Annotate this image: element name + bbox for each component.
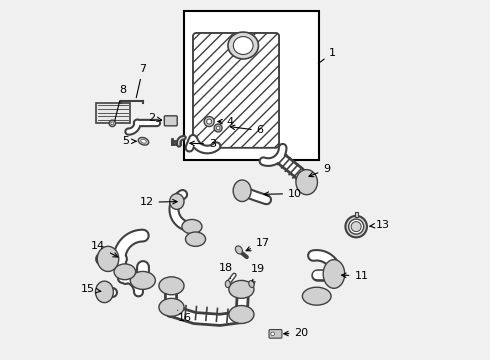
Ellipse shape (159, 298, 184, 316)
Text: 5: 5 (122, 136, 136, 146)
Text: 7: 7 (136, 64, 147, 98)
Ellipse shape (271, 332, 274, 336)
Ellipse shape (249, 280, 254, 288)
Ellipse shape (349, 219, 364, 234)
Text: 9: 9 (309, 164, 330, 177)
Text: 10: 10 (264, 189, 302, 199)
Bar (96, 103, 130, 123)
Ellipse shape (182, 220, 202, 234)
Ellipse shape (229, 280, 254, 298)
Ellipse shape (225, 280, 230, 288)
Text: 17: 17 (246, 238, 270, 251)
Ellipse shape (170, 194, 184, 210)
Ellipse shape (138, 138, 148, 145)
FancyBboxPatch shape (269, 329, 282, 338)
Bar (355, 212, 358, 217)
Text: 13: 13 (370, 220, 390, 230)
FancyBboxPatch shape (164, 116, 177, 126)
Text: 11: 11 (342, 271, 368, 281)
Text: 15: 15 (81, 284, 101, 294)
Ellipse shape (228, 32, 258, 59)
Text: 8: 8 (115, 85, 126, 121)
Ellipse shape (207, 119, 212, 124)
Text: 1: 1 (318, 48, 336, 64)
Ellipse shape (97, 246, 119, 271)
Ellipse shape (216, 126, 220, 130)
Ellipse shape (345, 216, 367, 237)
Text: 6: 6 (256, 125, 263, 135)
FancyBboxPatch shape (193, 33, 279, 148)
Ellipse shape (229, 306, 254, 323)
Ellipse shape (214, 124, 222, 132)
Ellipse shape (130, 271, 155, 289)
Ellipse shape (302, 287, 331, 305)
Ellipse shape (186, 232, 205, 246)
Ellipse shape (109, 120, 116, 127)
Text: 16: 16 (177, 310, 192, 323)
Ellipse shape (351, 222, 361, 231)
Ellipse shape (233, 180, 251, 202)
Ellipse shape (323, 260, 344, 288)
Ellipse shape (233, 37, 253, 54)
Ellipse shape (141, 139, 147, 143)
Ellipse shape (235, 246, 243, 254)
Text: 19: 19 (250, 264, 265, 281)
Text: 18: 18 (220, 263, 233, 279)
Ellipse shape (204, 117, 214, 127)
Text: 14: 14 (91, 241, 118, 257)
Ellipse shape (111, 122, 114, 125)
Text: 20: 20 (284, 328, 309, 338)
Text: 12: 12 (140, 197, 177, 207)
Ellipse shape (96, 281, 113, 303)
Ellipse shape (159, 277, 184, 295)
Text: 2: 2 (148, 113, 162, 123)
Text: 4: 4 (218, 117, 233, 127)
Text: 3: 3 (190, 139, 216, 149)
Bar (184, 12, 318, 160)
Ellipse shape (114, 264, 136, 280)
Ellipse shape (296, 170, 318, 195)
